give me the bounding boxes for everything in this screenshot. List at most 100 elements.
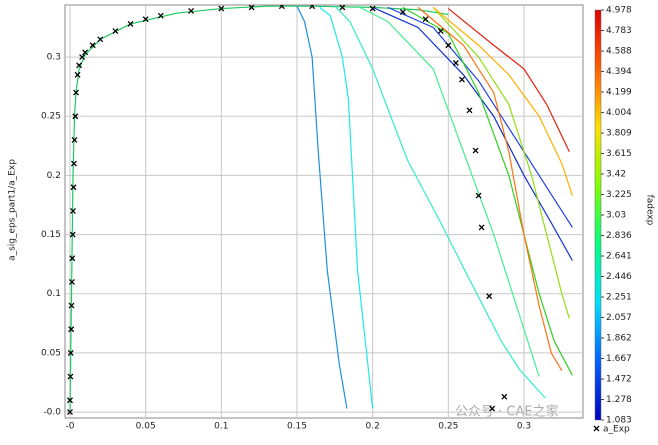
exp-marker (501, 393, 508, 400)
x-tick-label: 0.1 (214, 422, 228, 432)
exp-marker (339, 5, 346, 11)
exp-marker (218, 5, 225, 12)
exp-marker (69, 231, 76, 238)
exp-marker (142, 16, 149, 23)
y-axis-label: a_sig_eps_part1/a_Exp (8, 159, 18, 261)
colorbar-tick-label: 4.783 (606, 26, 632, 36)
colorbar-tick-label: 2.446 (606, 272, 632, 282)
legend-label: a_Exp (603, 425, 630, 435)
exp-marker (445, 42, 452, 49)
exp-marker (458, 76, 465, 83)
series-line (372, 6, 573, 261)
colorbar-tick-label: 3.809 (606, 129, 632, 139)
y-tick-label: 0.2 (47, 171, 61, 181)
colorbar-label: fadexp (645, 195, 655, 226)
x-tick-label: -0 (66, 422, 75, 432)
exp-marker (437, 28, 444, 34)
exp-marker (89, 42, 96, 49)
colorbar-tick-label: 3.42 (606, 170, 626, 180)
series-line (296, 5, 348, 409)
colorbar-tick-label: 1.667 (606, 354, 632, 364)
exp-marker (70, 207, 76, 214)
exp-marker (452, 60, 459, 66)
exp-marker (422, 16, 429, 23)
y-tick-label: 0.05 (41, 348, 61, 358)
exp-marker (489, 405, 496, 412)
colorbar-tick-label: 2.251 (606, 293, 632, 303)
y-tick-label: 0.1 (47, 289, 61, 299)
exp-marker (82, 49, 89, 56)
exp-marker (399, 9, 406, 16)
x-tick-label: 0.25 (438, 422, 458, 432)
exp-marker (74, 71, 81, 78)
series-line (447, 8, 570, 152)
colorbar-tick-label: 1.083 (606, 416, 632, 426)
colorbar-tick-label: 4.004 (606, 108, 632, 118)
exp-marker (67, 409, 73, 416)
series-line (402, 6, 573, 376)
exp-marker (70, 184, 77, 191)
colorbar-tick-label: 2.836 (606, 231, 632, 241)
exp-marker (69, 255, 76, 262)
series-line (432, 6, 570, 319)
exp-marker (67, 373, 74, 380)
legend-marker (593, 425, 600, 432)
exp-marker (112, 28, 119, 34)
x-tick-label: 0.05 (136, 422, 156, 432)
colorbar-tick-label: 4.394 (606, 67, 632, 77)
exp-marker (309, 5, 316, 10)
exp-marker (466, 107, 473, 114)
y-tick-label: -0.0 (43, 408, 61, 418)
colorbar-tick-label: 1.278 (606, 395, 632, 405)
series-line (334, 5, 546, 399)
exp-marker (475, 192, 482, 199)
series-line (319, 6, 374, 409)
exp-marker (67, 397, 73, 404)
colorbar-tick-label: 1.862 (606, 334, 632, 344)
y-tick-label: 0.25 (41, 112, 61, 122)
watermark: 公众号 · CAE之家 (455, 404, 559, 420)
exp-marker (248, 5, 255, 11)
exp-marker (68, 302, 75, 309)
exp-marker (486, 293, 493, 300)
colorbar-tick-label: 4.588 (606, 47, 632, 57)
exp-marker (278, 5, 285, 10)
colorbar-tick-label: 1.472 (606, 375, 632, 385)
y-tick-label: 0.3 (47, 53, 61, 63)
x-tick-label: 0.2 (365, 422, 379, 432)
colorbar-tick-label: 2.057 (606, 313, 632, 323)
exp-marker (71, 136, 78, 143)
plot-layer (67, 5, 573, 416)
y-tick-label: 0.15 (41, 230, 61, 240)
colorbar-tick-label: 3.03 (606, 211, 626, 221)
exp-marker (188, 7, 195, 14)
series-line (432, 6, 573, 196)
exp-marker (369, 5, 376, 12)
exp-marker (68, 326, 75, 333)
x-tick-label: 0.3 (517, 422, 531, 432)
exp-marker (70, 160, 77, 167)
exp-marker (79, 54, 86, 61)
series-line (387, 6, 573, 228)
x-tick-label: 0.15 (287, 422, 307, 432)
exp-marker (97, 36, 104, 43)
colorbar (594, 9, 602, 421)
series-line (417, 6, 563, 371)
colorbar-tick-label: 3.615 (606, 149, 632, 159)
colorbar-tick-label: 2.641 (606, 252, 632, 262)
exp-marker (72, 113, 79, 120)
exp-marker (67, 349, 74, 356)
exp-marker (157, 12, 164, 19)
exp-marker (69, 278, 75, 285)
series-line (357, 5, 540, 377)
colorbar-tick-label: 3.225 (606, 190, 632, 200)
colorbar-tick-label: 4.978 (606, 6, 632, 16)
plot-area (64, 4, 584, 419)
exp-marker (478, 224, 485, 231)
exp-marker (76, 62, 83, 69)
exp-marker (73, 89, 80, 96)
exp-marker (127, 20, 134, 27)
colorbar-tick-label: 4.199 (606, 88, 632, 98)
exp-marker (472, 147, 479, 154)
